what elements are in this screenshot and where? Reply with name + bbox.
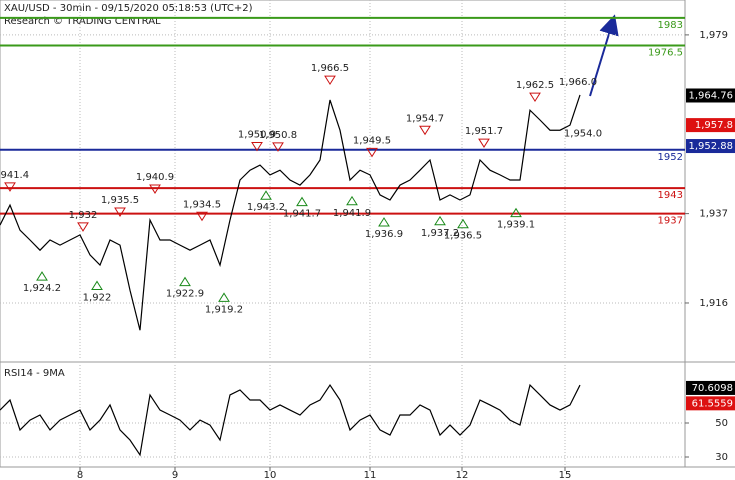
annotation-label: 1,939.1 <box>497 220 535 231</box>
low-marker <box>296 196 308 207</box>
high-marker <box>529 92 541 103</box>
source: Research © TRADING CENTRAL <box>4 16 161 27</box>
annotation-label: 1,924.2 <box>23 283 61 294</box>
price-tag-label: 1,952.88 <box>688 141 733 152</box>
annotation-label: 1,941.7 <box>283 209 321 220</box>
annotation-label: 1,935.5 <box>101 195 139 206</box>
price-tag <box>686 118 735 133</box>
level-label: 1943 <box>658 190 683 201</box>
high-marker <box>478 138 490 149</box>
x-tick-label: 8 <box>77 470 83 480</box>
low-marker <box>510 207 522 218</box>
annotation-label: 1,936.9 <box>365 229 403 240</box>
level-label: 1983 <box>658 20 683 31</box>
annotation-label: 1,949.5 <box>353 135 391 146</box>
price-tag <box>686 396 735 411</box>
annotation-label: 1,951.7 <box>465 126 503 137</box>
x-tick-label: 15 <box>559 470 572 480</box>
price-tag <box>686 88 735 103</box>
price-tag <box>686 139 735 154</box>
low-marker <box>434 215 446 226</box>
forecast-arrow <box>589 14 619 97</box>
low-marker <box>91 280 103 290</box>
annotation-label: 1,950.8 <box>259 130 297 141</box>
high-marker <box>419 125 431 136</box>
annotation-label: 1,936.5 <box>444 231 482 242</box>
low-marker <box>260 190 272 200</box>
low-marker <box>218 292 230 302</box>
x-tick-label: 11 <box>364 470 377 480</box>
high-marker <box>366 147 378 158</box>
low-marker <box>457 218 469 229</box>
low-marker <box>378 217 390 227</box>
annotation-label: 1,922 <box>83 292 112 303</box>
annotation-label: 1,934.5 <box>183 199 221 210</box>
high-marker <box>196 211 208 222</box>
low-marker <box>179 276 191 287</box>
annotation-label: 1,943.2 <box>247 202 285 213</box>
price-tag-label: 61.5559 <box>692 398 733 409</box>
high-marker <box>4 182 16 192</box>
high-marker <box>77 222 89 232</box>
annotation-label: 1,966.0 <box>559 77 597 88</box>
annotation-label: 1,941.4 <box>0 170 29 181</box>
y-tick-label: 50 <box>715 418 728 429</box>
annotation-label: 1,966.5 <box>311 63 349 74</box>
x-tick-label: 9 <box>172 470 178 480</box>
price-tag-label: 1,957.8 <box>695 120 733 131</box>
level-label: 1976.5 <box>648 48 683 59</box>
level-label: 1952 <box>658 152 683 163</box>
annotation-label: 1,937.2 <box>421 228 459 239</box>
annotation-label: 1,940.9 <box>136 172 174 183</box>
price-tag <box>686 380 735 395</box>
chart-title: XAU/USD - 30min - 09/15/2020 05:18:53 (U… <box>4 3 253 14</box>
high-marker <box>149 184 161 194</box>
high-marker <box>324 75 336 86</box>
high-marker <box>272 142 284 152</box>
annotation-label: 1,941.9 <box>333 208 371 219</box>
annotation-label: 1,962.5 <box>516 80 554 91</box>
annotation-label: 1,954.7 <box>406 113 444 124</box>
low-marker <box>346 195 358 206</box>
level-label: 1937 <box>658 216 683 227</box>
x-tick-label: 10 <box>264 470 277 480</box>
annotation-label: 1,954.0 <box>564 128 602 139</box>
low-marker <box>36 271 48 281</box>
price-tag-label: 70.6098 <box>692 383 733 394</box>
high-marker <box>114 207 126 217</box>
pane-title: RSI14 - 9MA <box>4 368 65 379</box>
y-tick-label: 1,979 <box>699 30 728 41</box>
price-line <box>0 383 581 457</box>
x-tick-label: 12 <box>456 470 469 480</box>
annotation-label: 1,932 <box>69 210 98 221</box>
y-tick-label: 1,937 <box>699 209 728 220</box>
annotation-label: 1,950.9 <box>238 129 276 140</box>
annotation-label: 1,922.9 <box>166 289 204 300</box>
y-tick-label: 30 <box>715 452 728 463</box>
annotation-label: 1,919.2 <box>205 304 243 315</box>
price-tag-label: 1,964.76 <box>688 90 733 101</box>
price-line <box>0 94 581 331</box>
y-tick-label: 1,916 <box>699 298 728 309</box>
high-marker <box>251 141 263 152</box>
